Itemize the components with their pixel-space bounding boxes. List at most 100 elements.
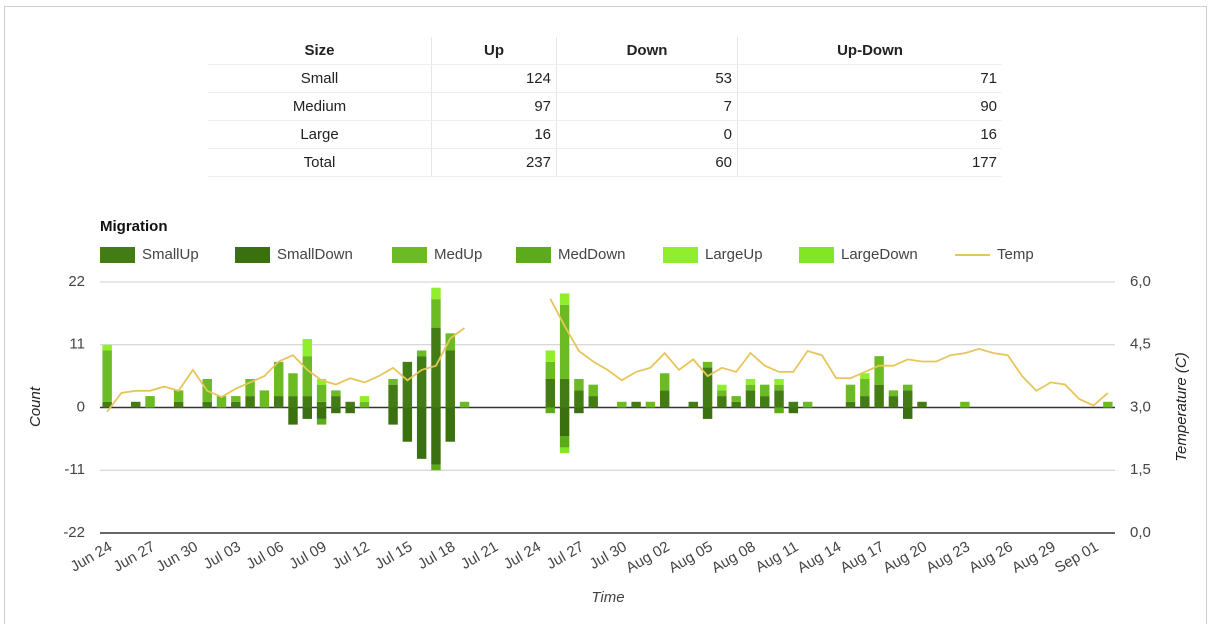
bar-segment <box>388 407 398 425</box>
x-tick-label: Aug 17 <box>837 538 887 576</box>
bar-segment <box>416 407 427 459</box>
bar-segment <box>288 373 298 397</box>
legend-label: MedDown <box>558 246 626 263</box>
bar-segment <box>459 401 470 408</box>
bar-segment <box>745 390 756 408</box>
table-cell: Large <box>208 120 432 149</box>
chart-title: Migration <box>100 218 168 235</box>
bar-segment <box>659 390 670 408</box>
bar-segment <box>402 361 413 408</box>
bar-segment <box>702 367 713 408</box>
bar-segment <box>431 464 441 471</box>
x-tick-label: Jul 12 <box>329 538 372 573</box>
bar-segment <box>902 384 913 391</box>
bar-segment <box>388 378 398 385</box>
bar-segment <box>273 396 284 408</box>
x-tick-label: Jun 24 <box>68 538 116 575</box>
header-row: Size Up Down Up-Down <box>208 37 1002 65</box>
x-tick-label: Jul 27 <box>544 538 587 573</box>
bar-segment <box>216 396 227 408</box>
header-cell: Size <box>208 37 432 65</box>
bar-segment <box>860 378 870 397</box>
bar-segment <box>702 361 713 368</box>
x-tick-label: Aug 05 <box>666 538 716 576</box>
bar-segment <box>302 356 313 397</box>
legend-label: MedUp <box>434 246 482 263</box>
legend-swatch <box>663 247 698 263</box>
bar-segment <box>659 373 670 391</box>
table-cell: 237 <box>431 148 557 177</box>
bar-segment <box>774 407 784 414</box>
bar-segment <box>745 384 756 391</box>
x-tick-label: Jul 21 <box>458 538 501 573</box>
table-cell: 90 <box>737 92 1002 121</box>
table-cell: 0 <box>556 120 738 149</box>
table-row: Small 124 53 71 <box>208 64 1002 93</box>
bar-segment <box>231 396 241 402</box>
bar-segment <box>574 390 584 408</box>
bar-segment <box>445 407 455 442</box>
bar-segment <box>545 350 556 362</box>
table-cell: 60 <box>556 148 738 177</box>
bar-segment <box>717 384 727 391</box>
table-cell: 53 <box>556 64 738 93</box>
x-tick-label: Jun 27 <box>111 538 159 575</box>
bar-segment <box>302 396 313 408</box>
bar-segment <box>345 401 355 408</box>
bar-segment <box>559 436 570 448</box>
y2-tick-label: 6,0 <box>1130 273 1151 290</box>
x-tick-label: Jul 03 <box>201 538 244 573</box>
bar-segment <box>102 401 112 408</box>
bar-segment <box>745 378 756 385</box>
x-tick-label: Aug 02 <box>623 538 673 576</box>
bar-segment <box>717 390 727 397</box>
bar-segment <box>245 396 255 408</box>
x-tick-label: Jun 30 <box>153 538 201 575</box>
bar-segment <box>760 396 770 408</box>
x-tick-label: Aug 14 <box>795 538 845 576</box>
bar-segment <box>574 378 584 391</box>
y-tick-label: 11 <box>69 336 85 353</box>
bar-segment <box>559 407 570 437</box>
bar-segment <box>774 384 784 391</box>
bar-segment <box>345 407 355 414</box>
table-row: Total 237 60 177 <box>208 148 1002 177</box>
legend-swatch <box>392 247 427 263</box>
bar-segment <box>431 287 441 300</box>
x-tick-label: Aug 29 <box>1009 538 1059 576</box>
legend-label: LargeUp <box>705 246 763 263</box>
x-tick-label: Aug 11 <box>753 538 802 576</box>
bar-segment <box>173 390 184 402</box>
bar-segment <box>960 401 970 408</box>
table-cell: 177 <box>737 148 1002 177</box>
legend-label: LargeDown <box>841 246 918 263</box>
y-tick-label: -22 <box>63 524 85 541</box>
x-tick-label: Aug 23 <box>923 538 973 576</box>
bar-segment <box>431 327 441 408</box>
bar-segment <box>173 401 184 408</box>
bar-segment <box>860 373 870 379</box>
bar-segment <box>359 396 370 402</box>
y2-tick-label: 1,5 <box>1130 461 1151 478</box>
x-tick-label: Jul 15 <box>372 538 415 573</box>
bar-segment <box>574 407 584 414</box>
bar-segment <box>231 401 241 408</box>
y-tick-label: 22 <box>68 273 85 290</box>
bar-segment <box>874 356 884 385</box>
table-row: Medium 97 7 90 <box>208 92 1002 121</box>
x-tick-label: Jul 18 <box>415 538 458 573</box>
x-tick-label: Aug 26 <box>966 538 1016 576</box>
bar-segment <box>860 396 870 408</box>
bar-segment <box>545 378 556 408</box>
table-cell: 16 <box>737 120 1002 149</box>
bar-segment <box>760 384 770 397</box>
legend-label: SmallUp <box>142 246 199 263</box>
x-tick-label: Sep 01 <box>1052 538 1102 576</box>
bar-segment <box>588 396 598 408</box>
y2-tick-label: 0,0 <box>1130 524 1151 541</box>
bar-segment <box>559 378 570 408</box>
y2-tick-label: 4,5 <box>1130 336 1151 353</box>
bar-segment <box>388 384 398 408</box>
bar-segment <box>888 396 899 408</box>
bar-segment <box>774 378 784 385</box>
